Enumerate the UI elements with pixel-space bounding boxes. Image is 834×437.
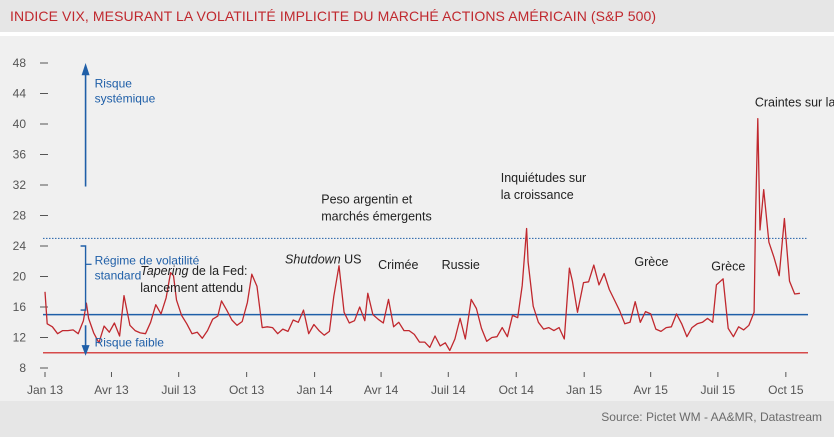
y-tick-label: 12 xyxy=(13,331,27,345)
x-tick-label: Oct 15 xyxy=(768,383,804,397)
chart-title: INDICE VIX, MESURANT LA VOLATILITÉ IMPLI… xyxy=(10,8,657,24)
annotation-crimee: Crimée xyxy=(378,258,418,272)
annotation-regime: standard xyxy=(95,268,142,282)
footer-bar xyxy=(0,401,834,437)
annotation-russie: Russie xyxy=(442,258,480,272)
x-tick-label: Jan 15 xyxy=(566,383,602,397)
series-layer xyxy=(44,118,800,352)
annotation-peso: marchés émergents xyxy=(321,209,431,223)
annotation-tapering: Tapering de la Fed: xyxy=(140,264,247,278)
annotation-risque-systemique: systémique xyxy=(95,91,156,105)
reference-lines xyxy=(43,237,808,354)
series-line-0 xyxy=(44,118,800,352)
y-tick-label: 48 xyxy=(13,56,27,70)
annotation-inquietudes: la croissance xyxy=(501,188,574,202)
y-tick-label: 36 xyxy=(13,148,27,162)
source-note: Source: Pictet WM - AA&MR, Datastream xyxy=(601,410,822,424)
x-axis: Jan 13 Avr 13 Juil 13 Oct 13 Jan 14 Avr 14 Jui… xyxy=(27,372,804,397)
y-axis: 8 12 16 20 24 28 32 36 40 44 48 xyxy=(13,56,48,375)
y-tick-label: 24 xyxy=(13,239,27,253)
x-tick-label: Oct 13 xyxy=(229,383,265,397)
x-tick-label: Jan 13 xyxy=(27,383,63,397)
y-tick-label: 40 xyxy=(13,117,27,131)
x-tick-label: Avr 13 xyxy=(94,383,129,397)
annotation-chine: Craintes sur la Chine xyxy=(755,95,834,109)
x-tick-label: Juil 15 xyxy=(701,383,736,397)
y-tick-label: 28 xyxy=(13,209,27,223)
y-tick-label: 32 xyxy=(13,178,27,192)
annotation-risque-systemique: Risque xyxy=(95,76,133,90)
y-tick-label: 20 xyxy=(13,270,27,284)
x-tick-label: Jan 14 xyxy=(297,383,333,397)
arrow-up-head xyxy=(81,63,90,76)
annotation-shutdown: Shutdown US xyxy=(285,253,361,267)
y-tick-label: 8 xyxy=(19,361,26,375)
annotation-grece1: Grèce xyxy=(634,255,668,269)
y-tick-label: 44 xyxy=(13,87,27,101)
regime-bracket xyxy=(80,245,87,311)
annotation-inquietudes: Inquiétudes sur xyxy=(501,171,586,185)
x-tick-label: Avr 15 xyxy=(633,383,668,397)
y-tick-label: 16 xyxy=(13,300,27,314)
annotation-regime: Régime de volatilité xyxy=(95,253,200,267)
x-tick-label: Juil 13 xyxy=(161,383,196,397)
annotation-risque-faible: Risque faible xyxy=(95,336,165,350)
title-bar: INDICE VIX, MESURANT LA VOLATILITÉ IMPLI… xyxy=(0,0,834,32)
x-tick-label: Avr 14 xyxy=(364,383,399,397)
annotation-tapering: lancement attendu xyxy=(140,281,243,295)
annotation-grece2: Grèce xyxy=(711,259,745,273)
arrow-down-head xyxy=(81,345,90,356)
regime-brackets xyxy=(80,63,92,356)
plot-background xyxy=(0,36,834,401)
x-tick-label: Juil 14 xyxy=(431,383,466,397)
x-tick-label: Oct 14 xyxy=(499,383,535,397)
annotation-peso: Peso argentin et xyxy=(321,192,413,206)
